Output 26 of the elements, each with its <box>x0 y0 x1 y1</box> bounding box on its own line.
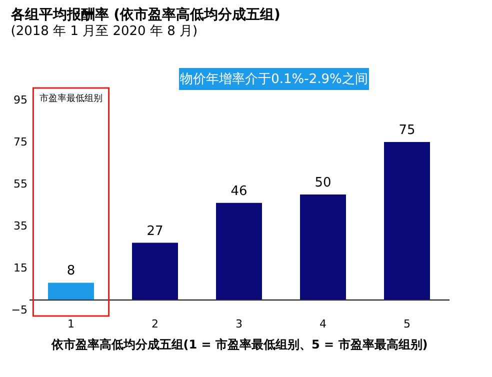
data-label: 8 <box>66 264 76 279</box>
x-tick-label: 4 <box>320 318 326 330</box>
chart-title: 各组平均报酬率 (依市盈率高低均分成五组) <box>10 6 280 23</box>
x-tick-label: 2 <box>152 318 158 330</box>
y-tick-label: 35 <box>14 220 28 232</box>
data-label: 27 <box>146 224 164 239</box>
y-tick-label: 15 <box>14 262 28 274</box>
chart-subtitle: (2018 年 1 月至 2020 年 8 月) <box>10 24 198 39</box>
x-tick-label: 5 <box>404 318 410 330</box>
y-tick-label: 95 <box>14 94 28 106</box>
data-label: 50 <box>314 176 332 190</box>
bar <box>132 242 178 300</box>
data-label: 46 <box>230 184 248 199</box>
x-axis-title: 依市盈率高低均分成五组(1 = 市盈率最低组别、5 = 市盈率最高组别) <box>50 338 428 352</box>
bar <box>216 202 262 300</box>
y-tick-label: 75 <box>14 136 28 148</box>
data-label: 75 <box>398 123 416 138</box>
annotation: 市盈率最低组别 <box>40 93 102 104</box>
y-tick-label: −5 <box>11 304 28 316</box>
x-tick-label: 3 <box>236 318 242 330</box>
bar <box>384 142 430 300</box>
text: 物价年增率介于0.1%-2.9%之间 <box>180 71 368 87</box>
y-tick-label: 55 <box>14 178 28 190</box>
bar <box>300 194 346 300</box>
bar <box>48 282 94 300</box>
x-tick-label: 1 <box>68 318 74 330</box>
